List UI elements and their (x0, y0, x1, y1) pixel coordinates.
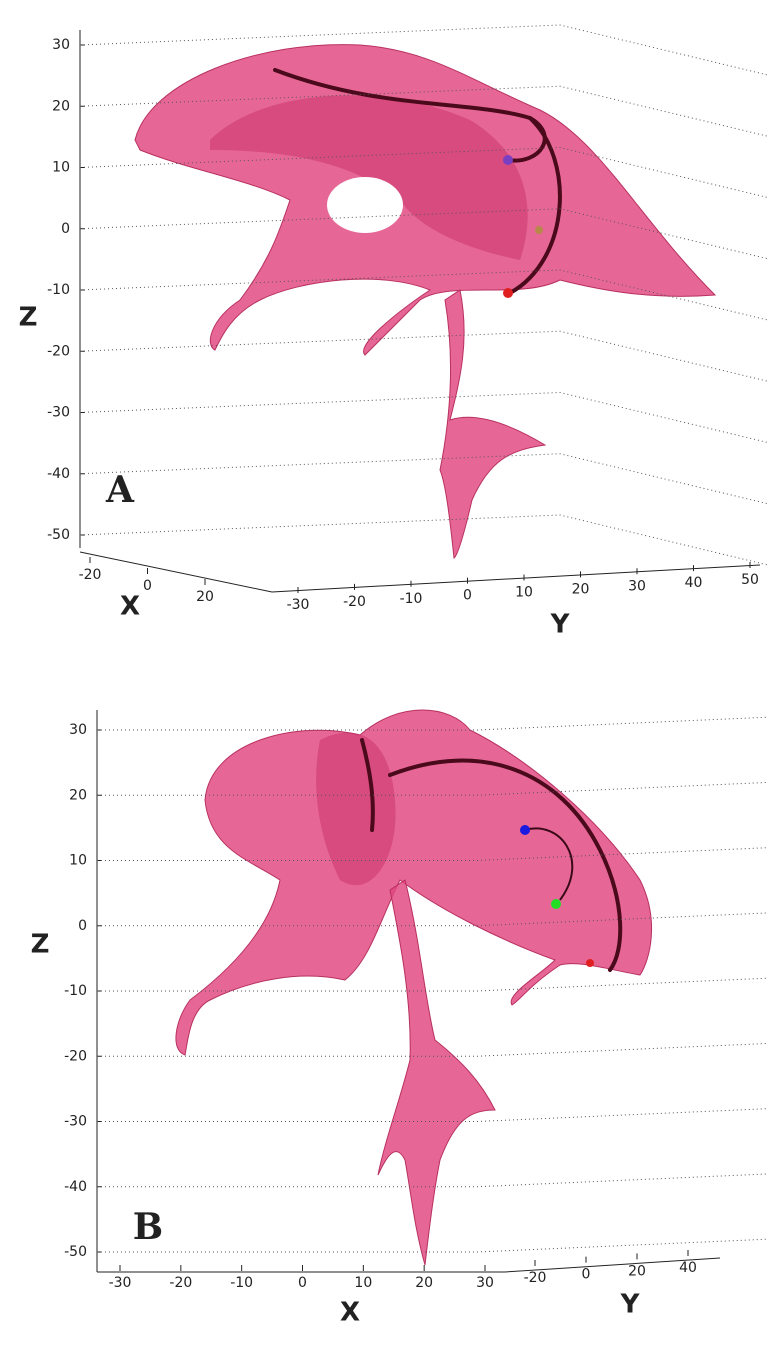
x-tick-label: 30 (476, 1275, 494, 1291)
surface-b (175, 709, 652, 1266)
y-tick-label: -20 (343, 594, 366, 610)
x-tick-label: 20 (415, 1275, 433, 1291)
grid-line (79, 146, 767, 198)
z-tick-label: -10 (64, 983, 87, 999)
y-axis (504, 1257, 721, 1273)
grid-line (79, 24, 767, 76)
grid-line (79, 85, 767, 137)
y-tick-label: -10 (400, 591, 423, 607)
z-tick-label: -10 (47, 282, 70, 298)
z-tick-label: 20 (52, 98, 70, 114)
y-tick-label: 30 (628, 578, 646, 594)
z-axis-label: Z (31, 930, 50, 960)
x-tick-label: -10 (230, 1275, 253, 1291)
z-tick-label: -40 (64, 1179, 87, 1195)
grid-line (79, 330, 767, 382)
axes: -50 -40 -30 -20 -10 0 10 20 30 -20 0 20 -30 -20 -10 0 10… (19, 24, 767, 1328)
y-tick-label: 20 (572, 581, 590, 597)
z-tick-label: -50 (47, 527, 70, 543)
z-tick-label: 0 (61, 221, 70, 237)
y-tick-label: 50 (741, 572, 759, 588)
grid-line (79, 453, 767, 505)
x-tick-label: 10 (354, 1275, 372, 1291)
z-tick-label: -30 (64, 1114, 87, 1130)
grid-line (79, 514, 767, 566)
grid-line (97, 1238, 767, 1253)
grid-line (97, 716, 767, 731)
grid-line (97, 1042, 767, 1057)
y-axis-label: Y (550, 610, 571, 640)
panel-label: A (105, 469, 135, 511)
x-tick-label: 20 (196, 589, 214, 605)
z-tick-label: -30 (47, 405, 70, 421)
grid-line (97, 1173, 767, 1188)
y-tick-label: 20 (628, 1263, 646, 1279)
y-tick-label: 0 (582, 1267, 591, 1283)
z-tick-label: -40 (47, 466, 70, 482)
y-axis-label: Y (620, 1290, 641, 1320)
x-axis (79, 551, 273, 593)
z-tick-label: 0 (78, 918, 87, 934)
grid-line (97, 847, 767, 861)
z-tick-label: -50 (64, 1244, 87, 1260)
z-tick-label: 10 (52, 160, 70, 176)
x-tick-label: -20 (169, 1275, 192, 1291)
y-tick-label: -20 (524, 1270, 547, 1286)
x-tick-label: -20 (79, 567, 102, 583)
grid-line (97, 781, 767, 796)
y-tick-label: 10 (515, 585, 533, 601)
grid-line (79, 391, 767, 443)
y-tick-label: 40 (685, 575, 703, 591)
z-tick-label: 30 (52, 37, 70, 53)
y-tick-label: -30 (287, 597, 310, 613)
y-tick-label: 0 (463, 588, 472, 604)
x-tick-label: -30 (109, 1275, 132, 1291)
z-tick-label: -20 (64, 1048, 87, 1064)
x-axis-label: X (340, 1298, 360, 1328)
grid-line (97, 912, 767, 927)
grid-line (79, 208, 767, 260)
y-tick-label: 40 (679, 1260, 697, 1276)
z-tick-label: 10 (69, 853, 87, 869)
panel-label: B (133, 1206, 163, 1248)
grid-line (79, 269, 767, 321)
surface-a (134, 44, 717, 559)
z-tick-label: -20 (47, 343, 70, 359)
z-tick-label: 30 (69, 722, 87, 738)
z-axis-label: Z (19, 303, 38, 333)
grid-line (97, 1108, 767, 1122)
x-axis-label: X (120, 592, 140, 622)
grid-line (97, 977, 767, 992)
y-axis (271, 564, 761, 593)
z-tick-label: 20 (69, 787, 87, 803)
x-tick-label: 0 (298, 1275, 307, 1291)
x-tick-label: 0 (143, 578, 152, 594)
